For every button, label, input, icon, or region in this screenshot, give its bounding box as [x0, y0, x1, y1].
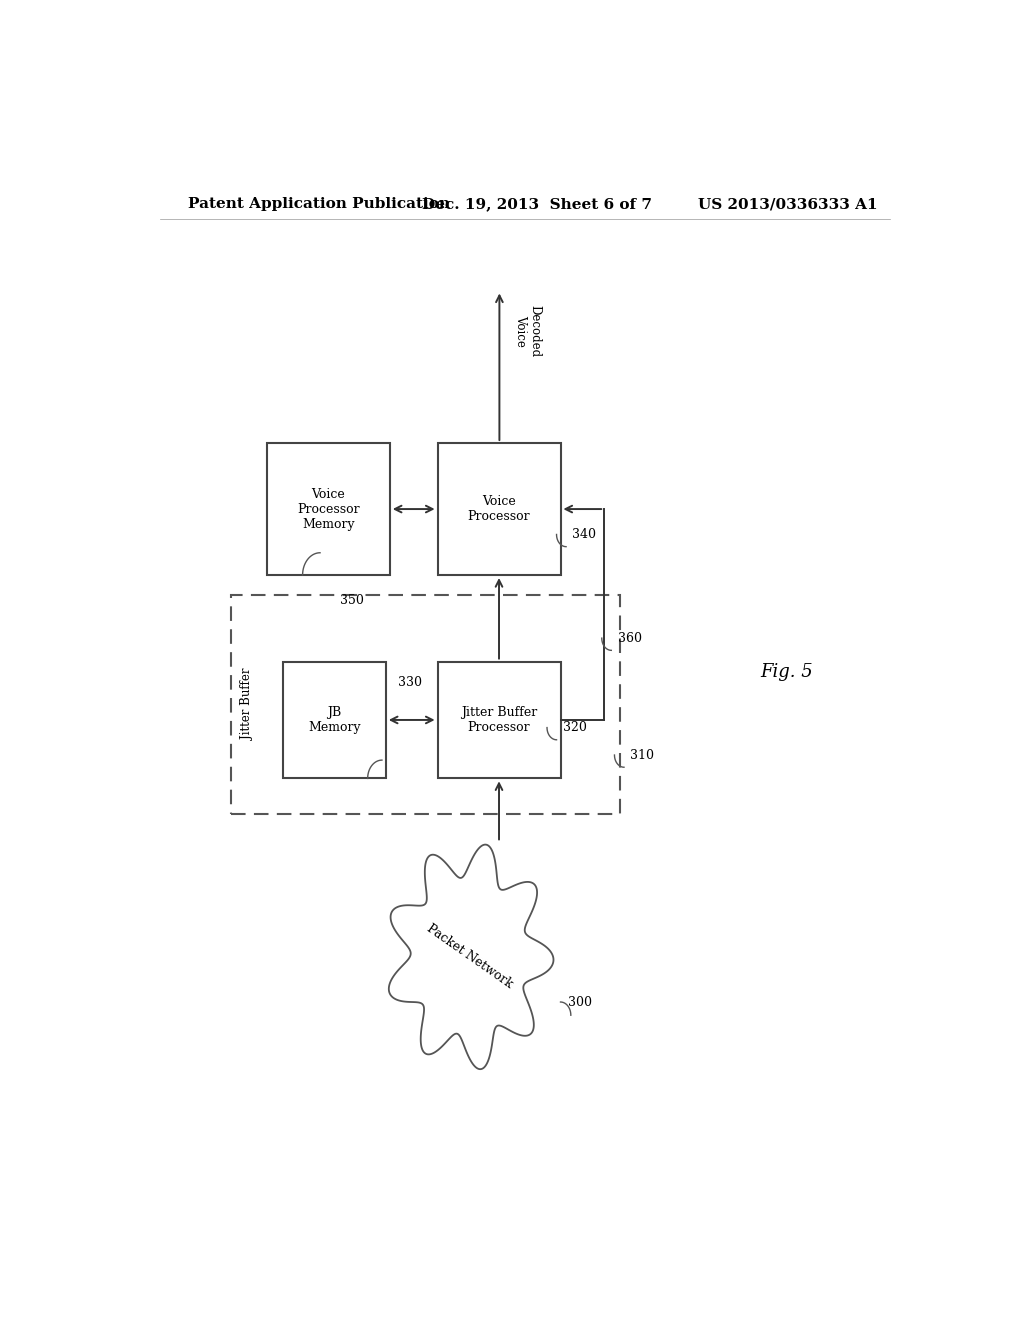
Text: Jitter Buffer: Jitter Buffer [241, 669, 254, 741]
Text: Jitter Buffer
Processor: Jitter Buffer Processor [461, 706, 538, 734]
Text: 320: 320 [563, 721, 587, 734]
Text: Packet Network: Packet Network [424, 921, 515, 991]
Text: 340: 340 [572, 528, 596, 541]
Text: 310: 310 [631, 748, 654, 762]
Text: 360: 360 [617, 632, 642, 644]
Bar [231, 595, 620, 814]
Text: 330: 330 [397, 676, 422, 689]
Text: US 2013/0336333 A1: US 2013/0336333 A1 [697, 197, 878, 211]
Bar [437, 444, 560, 576]
Text: Decoded
Voice: Decoded Voice [514, 305, 542, 358]
Bar [283, 661, 386, 779]
Bar [437, 661, 560, 779]
Text: Patent Application Publication: Patent Application Publication [187, 197, 450, 211]
Text: 300: 300 [568, 995, 593, 1008]
Text: Voice
Processor
Memory: Voice Processor Memory [297, 487, 359, 531]
Text: Voice
Processor: Voice Processor [468, 495, 530, 523]
Text: Dec. 19, 2013  Sheet 6 of 7: Dec. 19, 2013 Sheet 6 of 7 [422, 197, 651, 211]
Text: JB
Memory: JB Memory [308, 706, 360, 734]
Text: Fig. 5: Fig. 5 [760, 663, 813, 681]
Polygon shape [389, 845, 554, 1069]
Bar [267, 444, 390, 576]
Text: 350: 350 [340, 594, 364, 607]
